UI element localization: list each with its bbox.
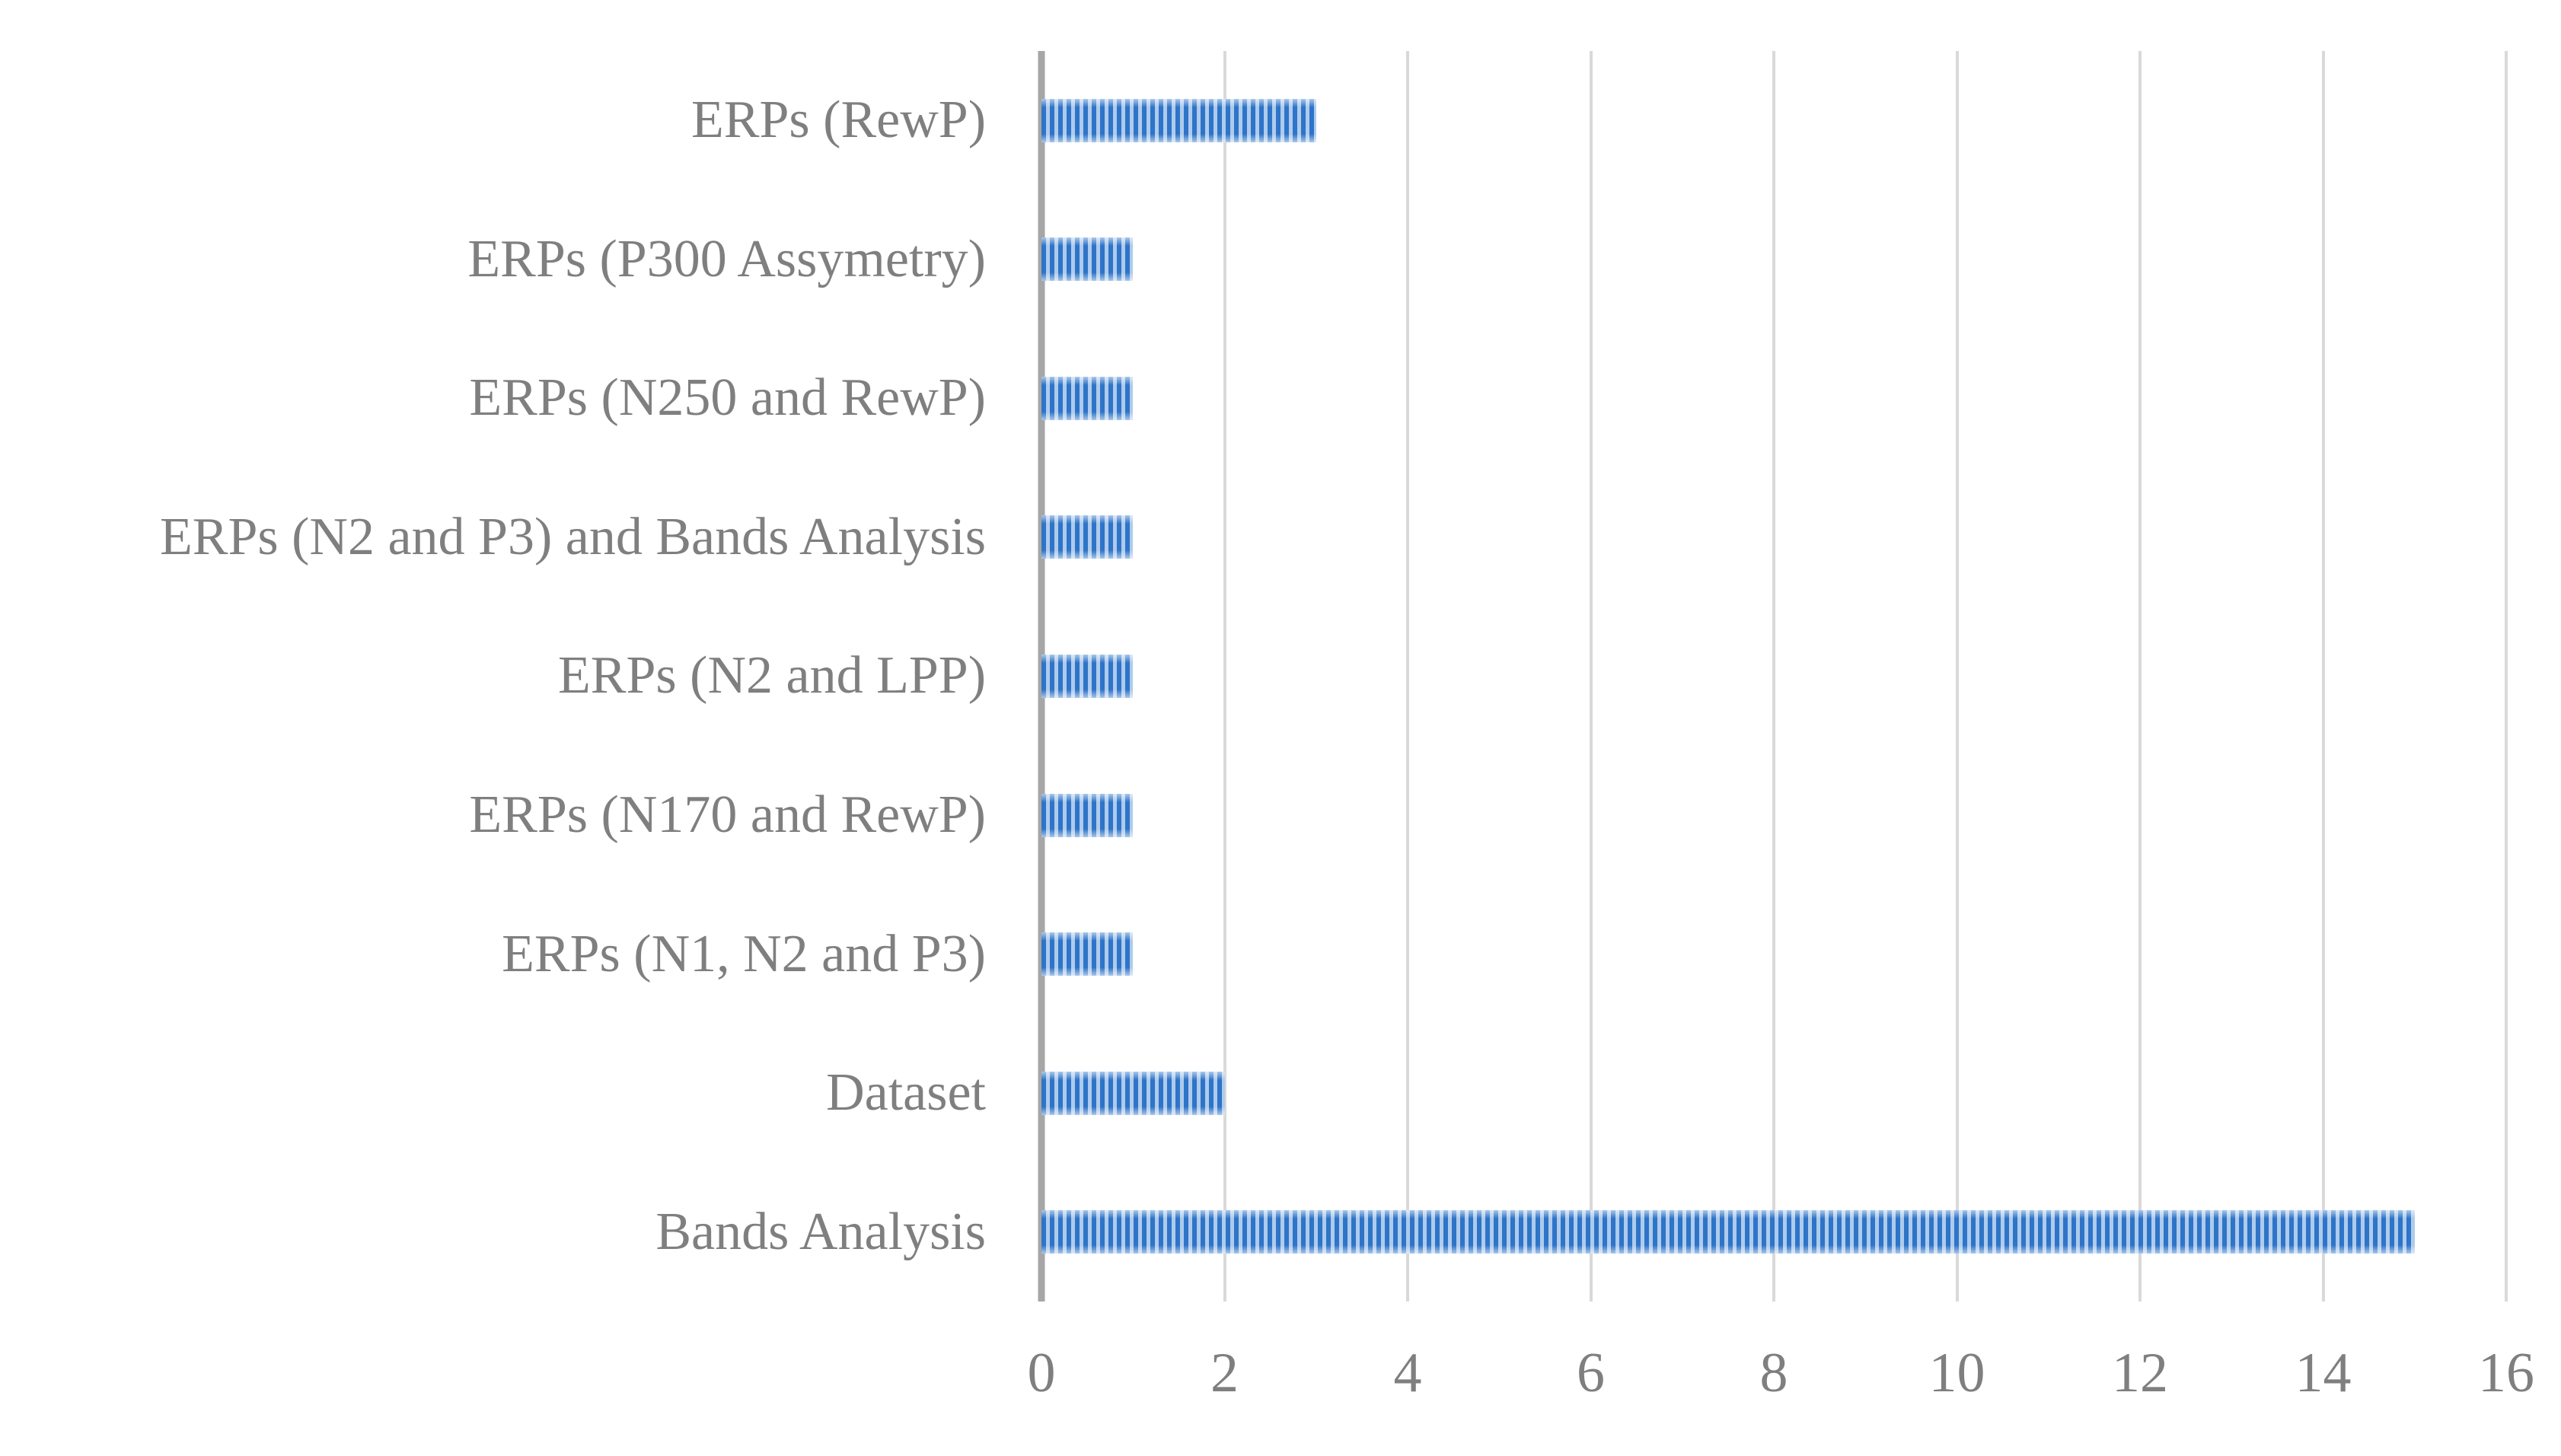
bar-row xyxy=(1041,1162,2506,1301)
x-axis-tick-labels: 0 2 4 6 8 10 12 14 16 xyxy=(1028,1341,2535,1425)
y-axis-category-labels: ERPs (RewP) ERPs (P300 Assymetry) ERPs (N2… xyxy=(0,51,1041,1301)
gridline xyxy=(2138,51,2142,1301)
category-label: ERPs (N250 and RewP) xyxy=(469,368,986,428)
bar xyxy=(1041,654,1134,698)
x-tick-label: 12 xyxy=(2112,1342,2168,1404)
gridline xyxy=(2505,51,2508,1301)
category-label: Bands Analysis xyxy=(655,1202,986,1261)
gridline xyxy=(2321,51,2325,1301)
bar-row xyxy=(1041,607,2506,746)
bar-row xyxy=(1041,746,2506,885)
category-label: ERPs (P300 Assymetry) xyxy=(467,229,986,288)
gridline xyxy=(1955,51,1959,1301)
gridline xyxy=(1223,51,1226,1301)
gridline xyxy=(1589,51,1593,1301)
bar xyxy=(1041,1071,1225,1115)
bar xyxy=(1041,932,1134,977)
bar xyxy=(1041,515,1134,559)
category-label: Dataset xyxy=(826,1063,986,1123)
plot-area xyxy=(1038,51,2508,1301)
x-tick-label: 16 xyxy=(2478,1342,2534,1404)
category-label: ERPs (N170 and RewP) xyxy=(469,785,986,845)
gridline xyxy=(1406,51,1409,1301)
x-tick-label: 14 xyxy=(2295,1342,2352,1404)
x-tick-label: 8 xyxy=(1759,1342,1788,1404)
category-label: ERPs (RewP) xyxy=(691,91,986,150)
bar-row xyxy=(1041,329,2506,468)
bar-row xyxy=(1041,884,2506,1024)
category-label: ERPs (N2 and P3) and Bands Analysis xyxy=(160,507,986,566)
gridline xyxy=(1772,51,1775,1301)
category-label: ERPs (N1, N2 and P3) xyxy=(502,924,986,983)
bar-row xyxy=(1041,190,2506,330)
x-tick-label: 0 xyxy=(1027,1342,1056,1404)
bar-row xyxy=(1041,468,2506,607)
bar xyxy=(1041,793,1134,837)
bar xyxy=(1041,98,1316,142)
bar-row xyxy=(1041,51,2506,190)
x-tick-label: 2 xyxy=(1210,1342,1239,1404)
x-tick-label: 4 xyxy=(1393,1342,1422,1404)
bar xyxy=(1041,376,1134,420)
bar xyxy=(1041,237,1134,282)
category-label: ERPs (N2 and LPP) xyxy=(558,646,986,706)
bar xyxy=(1041,1210,2415,1254)
x-tick-label: 6 xyxy=(1577,1342,1605,1404)
bar-row xyxy=(1041,1024,2506,1163)
x-tick-label: 10 xyxy=(1928,1342,1985,1404)
